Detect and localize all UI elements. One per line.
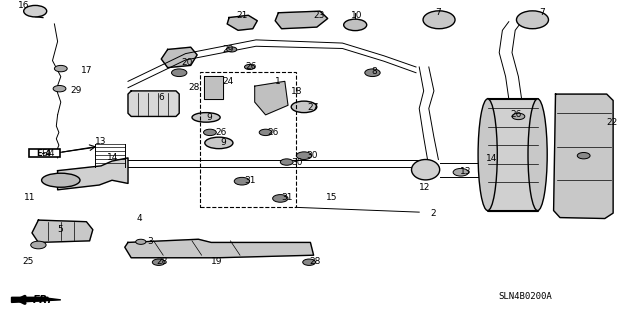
Text: 14: 14 xyxy=(107,153,118,162)
Polygon shape xyxy=(161,47,197,68)
Text: 18: 18 xyxy=(291,87,303,96)
Circle shape xyxy=(259,129,272,136)
Text: 24: 24 xyxy=(223,77,234,86)
Circle shape xyxy=(480,156,493,162)
Ellipse shape xyxy=(516,11,548,29)
Text: 8: 8 xyxy=(371,67,377,76)
Circle shape xyxy=(54,65,67,72)
Circle shape xyxy=(577,152,590,159)
Polygon shape xyxy=(128,91,179,116)
Text: 29: 29 xyxy=(70,86,82,95)
Text: 29: 29 xyxy=(223,45,234,54)
Text: 9: 9 xyxy=(221,138,227,147)
Circle shape xyxy=(24,5,47,17)
Text: 25: 25 xyxy=(22,257,34,266)
Circle shape xyxy=(344,19,367,31)
Polygon shape xyxy=(12,297,61,302)
Text: 4: 4 xyxy=(136,214,142,223)
Polygon shape xyxy=(488,99,538,211)
Circle shape xyxy=(136,239,146,244)
Text: 17: 17 xyxy=(81,66,92,75)
Text: 26: 26 xyxy=(511,110,522,119)
Polygon shape xyxy=(58,158,128,190)
Text: 9: 9 xyxy=(207,113,212,122)
Polygon shape xyxy=(275,11,328,29)
Text: 13: 13 xyxy=(95,137,106,146)
Text: 26: 26 xyxy=(216,128,227,137)
Text: 31: 31 xyxy=(282,193,293,202)
Polygon shape xyxy=(227,15,257,30)
Ellipse shape xyxy=(528,99,547,211)
Polygon shape xyxy=(125,239,314,258)
Ellipse shape xyxy=(42,173,80,187)
Text: 27: 27 xyxy=(307,103,319,112)
Text: 28: 28 xyxy=(189,83,200,92)
Text: E-4: E-4 xyxy=(42,149,55,158)
Circle shape xyxy=(172,69,187,77)
Circle shape xyxy=(53,85,66,92)
Text: E-4: E-4 xyxy=(36,149,52,158)
Circle shape xyxy=(296,152,312,160)
Text: 19: 19 xyxy=(211,257,223,266)
Ellipse shape xyxy=(478,99,497,211)
Text: 30: 30 xyxy=(306,151,317,160)
Text: 21: 21 xyxy=(237,11,248,20)
Bar xyxy=(200,72,296,207)
Text: 28: 28 xyxy=(309,257,321,266)
Text: 26: 26 xyxy=(268,128,279,137)
Text: 7: 7 xyxy=(539,8,545,17)
Circle shape xyxy=(204,129,216,136)
Text: 15: 15 xyxy=(326,193,338,202)
Circle shape xyxy=(234,177,250,185)
Circle shape xyxy=(273,195,288,202)
Text: 3: 3 xyxy=(147,237,153,246)
Ellipse shape xyxy=(192,113,220,122)
Circle shape xyxy=(244,64,255,70)
Text: 22: 22 xyxy=(607,118,618,127)
Polygon shape xyxy=(32,220,93,242)
Ellipse shape xyxy=(291,101,317,113)
Ellipse shape xyxy=(205,137,233,149)
Circle shape xyxy=(280,159,293,165)
Text: 7: 7 xyxy=(435,8,441,17)
Circle shape xyxy=(31,241,46,249)
Ellipse shape xyxy=(412,160,440,180)
Text: 6: 6 xyxy=(159,93,164,102)
Text: 31: 31 xyxy=(244,176,256,185)
Text: 12: 12 xyxy=(419,183,431,192)
Text: 20: 20 xyxy=(181,58,193,67)
Circle shape xyxy=(303,259,316,265)
Circle shape xyxy=(512,113,525,120)
Circle shape xyxy=(365,69,380,77)
Text: 16: 16 xyxy=(18,1,29,10)
Text: 30: 30 xyxy=(291,158,303,167)
Polygon shape xyxy=(255,81,288,115)
Text: 5: 5 xyxy=(58,225,63,234)
Text: 10: 10 xyxy=(351,11,362,20)
Text: 28: 28 xyxy=(157,257,168,266)
Circle shape xyxy=(453,168,468,176)
Bar xyxy=(29,149,60,157)
Polygon shape xyxy=(204,76,223,99)
Text: 14: 14 xyxy=(486,154,498,163)
Circle shape xyxy=(152,259,165,265)
Text: 23: 23 xyxy=(314,11,325,20)
Text: 2: 2 xyxy=(430,209,436,218)
Text: 11: 11 xyxy=(24,193,36,202)
Polygon shape xyxy=(554,94,613,219)
Text: 26: 26 xyxy=(245,62,257,71)
Text: 1: 1 xyxy=(275,77,281,86)
Text: FR.: FR. xyxy=(33,295,52,305)
Text: 13: 13 xyxy=(460,167,471,176)
Text: SLN4B0200A: SLN4B0200A xyxy=(498,292,552,301)
Ellipse shape xyxy=(423,11,455,29)
Circle shape xyxy=(227,47,237,52)
